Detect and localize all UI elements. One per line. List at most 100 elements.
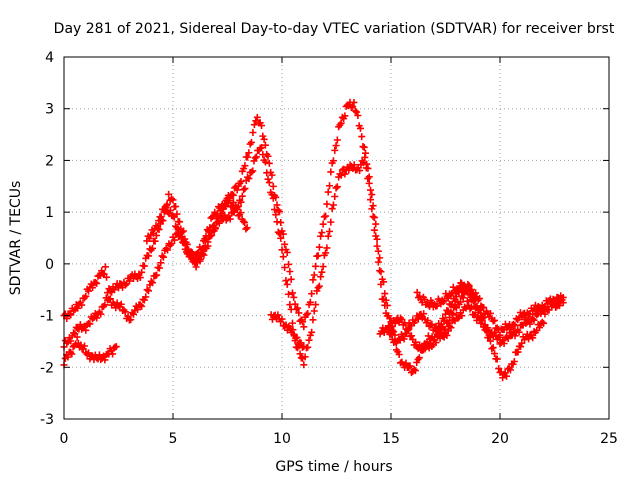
data-point (479, 313, 487, 321)
data-point (91, 278, 99, 286)
data-point (318, 268, 326, 276)
data-point (240, 186, 248, 194)
data-point (229, 191, 237, 199)
data-point (298, 343, 306, 351)
data-point (198, 245, 206, 253)
data-point (253, 113, 261, 121)
series-track-4 (143, 196, 251, 266)
data-point (164, 246, 172, 254)
data-point (101, 301, 109, 309)
data-point (268, 191, 276, 199)
x-tick-label: 20 (491, 431, 509, 447)
data-point (332, 184, 340, 192)
data-point (181, 239, 189, 247)
x-tick-label: 0 (60, 431, 69, 447)
data-point (449, 283, 457, 291)
data-point (374, 258, 382, 266)
y-tick-label: -3 (40, 412, 54, 428)
x-tick-label: 15 (382, 431, 400, 447)
data-point (351, 107, 359, 115)
data-point (196, 255, 204, 263)
data-point (241, 185, 249, 193)
data-point (312, 262, 320, 270)
data-point (456, 298, 464, 306)
data-point (401, 319, 409, 327)
data-point (273, 201, 281, 209)
data-point (369, 213, 377, 221)
data-point (149, 229, 157, 237)
y-axis-label: SDTVAR / TECUs (8, 181, 24, 296)
data-point (360, 143, 368, 151)
data-point (518, 339, 526, 347)
data-point (345, 166, 353, 174)
data-point (286, 301, 294, 309)
data-point (415, 354, 423, 362)
y-tick-label: 4 (45, 50, 54, 66)
data-point (264, 152, 272, 160)
data-point (391, 319, 399, 327)
data-point (143, 286, 151, 294)
data-point (97, 310, 105, 318)
data-point (420, 310, 428, 318)
y-tick-label: 0 (45, 257, 54, 273)
data-point (191, 258, 199, 266)
data-point (70, 329, 78, 337)
data-point (170, 213, 178, 221)
data-point (127, 316, 135, 324)
data-point (313, 287, 321, 295)
data-point (314, 252, 322, 260)
data-point (315, 243, 323, 251)
data-point (162, 202, 170, 210)
data-point (93, 314, 101, 322)
data-point (491, 316, 499, 324)
data-point (364, 175, 372, 183)
data-point (536, 324, 544, 332)
data-point (192, 263, 200, 271)
data-point (247, 138, 255, 146)
data-point (245, 175, 253, 183)
data-point (372, 232, 380, 240)
data-point (526, 320, 534, 328)
data-point (305, 336, 313, 344)
data-point (406, 362, 414, 370)
data-point (529, 334, 537, 342)
data-point (67, 337, 75, 345)
data-point (265, 159, 273, 167)
data-point (242, 225, 250, 233)
data-point (244, 153, 252, 161)
data-point (461, 303, 469, 311)
data-point (166, 206, 174, 214)
data-point (424, 316, 432, 324)
data-point (269, 182, 277, 190)
data-point (380, 295, 388, 303)
y-tick-labels: -3 -2 -1 0 1 2 3 4 (40, 50, 54, 428)
data-point (286, 268, 294, 276)
data-point (322, 212, 330, 220)
data-point (86, 320, 94, 328)
data-point (353, 108, 361, 116)
data-point (261, 141, 269, 149)
data-point (323, 200, 331, 208)
data-point (145, 235, 153, 243)
data-point (387, 324, 395, 332)
data-point (503, 372, 511, 380)
data-point (296, 350, 304, 358)
data-point (427, 321, 435, 329)
data-point (495, 333, 503, 341)
data-point (411, 367, 419, 375)
data-point (190, 255, 198, 263)
data-point (294, 304, 302, 312)
data-point (283, 280, 291, 288)
data-point (458, 312, 466, 320)
data-point (136, 301, 144, 309)
data-point (78, 301, 86, 309)
data-point (211, 225, 219, 233)
data-point (403, 326, 411, 334)
data-point (332, 142, 340, 150)
data-point (237, 198, 245, 206)
data-point (486, 337, 494, 345)
data-point (136, 274, 144, 282)
data-point (372, 220, 380, 228)
plot-frame (63, 56, 610, 420)
data-point (269, 194, 277, 202)
